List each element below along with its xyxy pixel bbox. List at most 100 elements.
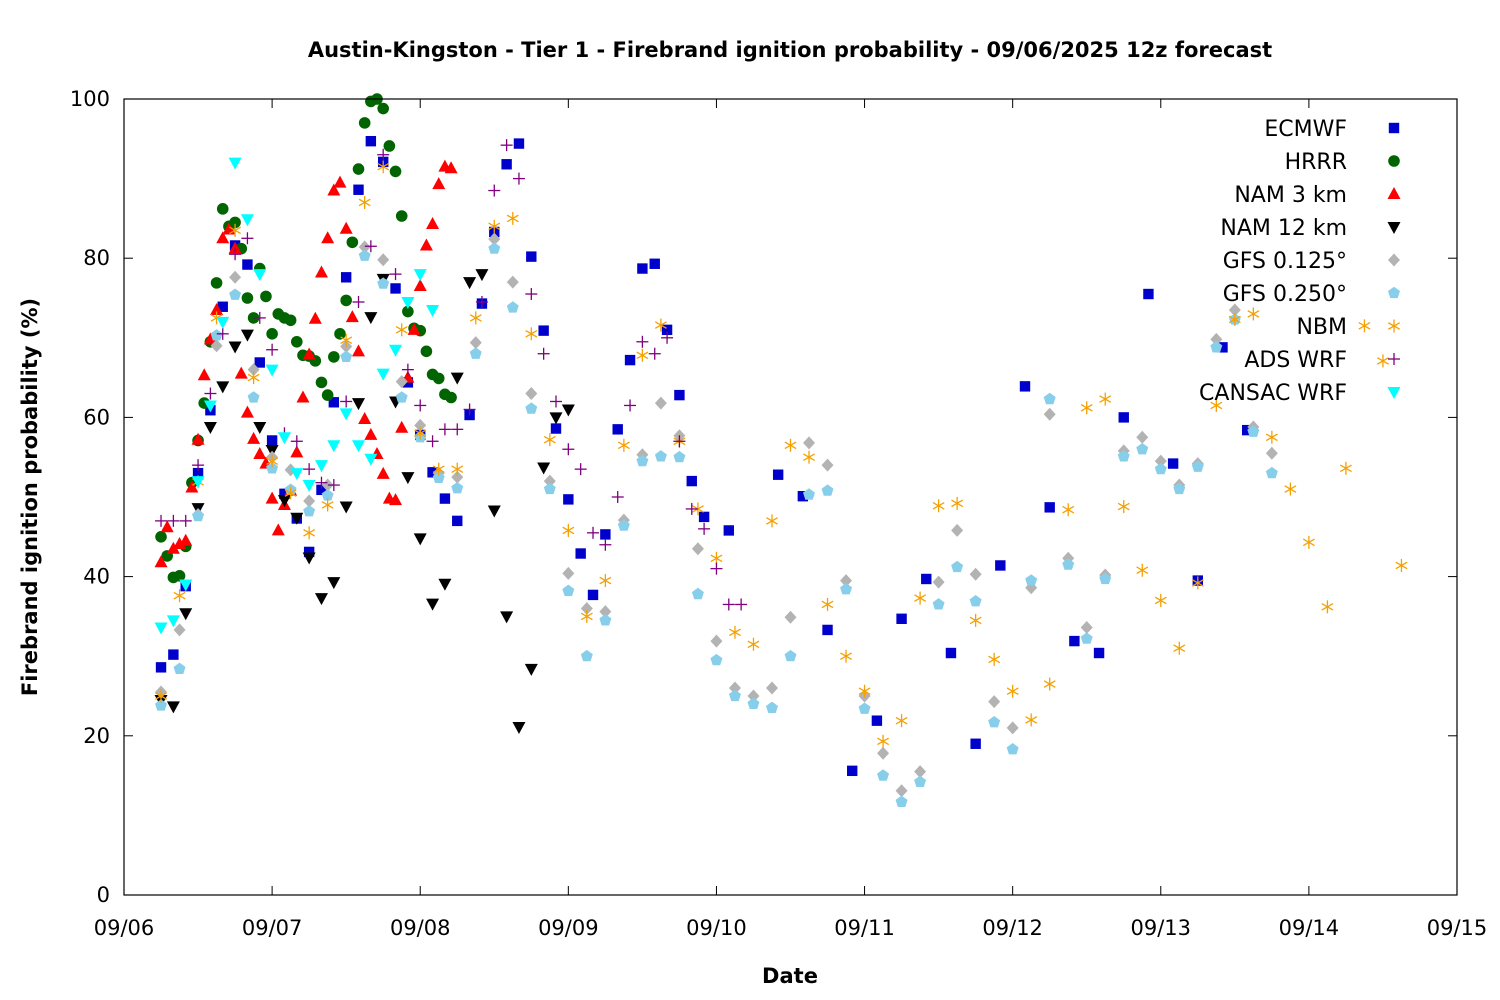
- asterisk-stroke: [321, 501, 334, 509]
- asterisk-stroke: [914, 594, 927, 602]
- y-tick-label: 80: [83, 246, 110, 270]
- data-point-gfs-0-125: [988, 695, 1001, 709]
- legend-marker-cansac-wrf: [1387, 387, 1401, 399]
- data-point-hrrr: [420, 345, 433, 358]
- data-point-nam-3-km: [327, 183, 341, 196]
- data-point-nbm: [469, 311, 482, 325]
- asterisk-stroke: [932, 501, 945, 510]
- data-point-gfs-0-250: [469, 347, 482, 359]
- data-point-gfs-0-250: [192, 509, 205, 522]
- data-point-ecmwf: [797, 491, 809, 502]
- asterisk-stroke: [895, 716, 908, 725]
- data-point-gfs-0-250: [988, 715, 1001, 728]
- data-point-nam-12-km: [549, 412, 563, 425]
- asterisk-stroke: [784, 441, 797, 450]
- data-point-gfs-0-125: [469, 336, 482, 350]
- data-point-hrrr: [210, 277, 223, 289]
- asterisk-stroke: [766, 517, 778, 525]
- x-tick-label: 09/08: [390, 916, 451, 940]
- data-point-ads-wrf: [673, 435, 686, 448]
- data-point-ecmwf: [427, 467, 438, 478]
- data-point-nam-3-km: [389, 493, 403, 506]
- data-point-gfs-0-125: [1136, 430, 1149, 444]
- data-point-ecmwf: [353, 184, 364, 195]
- data-point-ads-wrf: [241, 232, 254, 245]
- data-point-hrrr: [321, 389, 334, 401]
- data-point-ecmwf: [575, 548, 586, 559]
- data-point-hrrr: [432, 372, 445, 385]
- data-point-ads-wrf: [574, 463, 587, 476]
- data-point-ads-wrf: [204, 387, 217, 400]
- data-point-ecmwf: [513, 138, 525, 149]
- asterisk-stroke: [1302, 538, 1315, 547]
- data-point-ecmwf: [155, 662, 167, 673]
- data-point-ecmwf: [637, 263, 648, 274]
- data-point-nbm: [1173, 641, 1186, 655]
- data-point-gfs-0-125: [599, 605, 612, 619]
- data-point-nam-3-km: [160, 520, 174, 533]
- data-point-hrrr: [247, 312, 260, 324]
- data-point-gfs-0-250: [432, 471, 445, 483]
- data-point-hrrr: [173, 570, 186, 582]
- data-point-gfs-0-250: [636, 454, 649, 467]
- data-point-nam-12-km: [166, 701, 180, 714]
- data-point-ecmwf: [242, 259, 253, 270]
- data-point-hrrr: [290, 335, 303, 348]
- data-point-gfs-0-250: [377, 277, 390, 289]
- data-point-cansac-wrf: [179, 579, 193, 592]
- data-point-ads-wrf: [488, 184, 501, 197]
- data-point-gfs-0-250: [358, 249, 371, 261]
- data-point-ads-wrf: [698, 522, 711, 535]
- data-point-ecmwf: [550, 423, 562, 434]
- data-point-hrrr: [340, 294, 352, 307]
- data-point-nbm: [1191, 576, 1204, 590]
- legend-marker-gfs-0-250: [1388, 286, 1400, 299]
- data-point-ecmwf: [266, 435, 278, 446]
- data-point-nam-12-km: [561, 404, 575, 417]
- data-point-nbm: [969, 613, 982, 627]
- asterisk-stroke: [691, 505, 704, 513]
- series-ads-wrf: [155, 139, 748, 611]
- data-point-ads-wrf: [179, 514, 192, 527]
- data-point-gfs-0-250: [617, 519, 630, 531]
- data-point-ads-wrf: [327, 479, 340, 492]
- data-point-gfs-0-250: [580, 649, 593, 662]
- data-point-nam-3-km: [308, 311, 322, 324]
- data-point-nam-12-km: [228, 341, 242, 354]
- asterisk-stroke: [840, 652, 852, 661]
- data-point-ecmwf: [328, 397, 340, 408]
- legend-marker-hrrr: [1388, 155, 1400, 167]
- data-point-nam-12-km: [290, 512, 304, 525]
- data-point-ecmwf: [538, 325, 549, 336]
- data-point-ads-wrf: [587, 526, 600, 539]
- asterisk-stroke: [173, 591, 186, 600]
- data-point-gfs-0-250: [173, 662, 186, 675]
- asterisk-stroke: [710, 554, 723, 563]
- data-point-nam-12-km: [475, 269, 489, 282]
- data-point-gfs-0-125: [173, 623, 186, 637]
- data-point-gfs-0-250: [340, 350, 353, 362]
- data-point-ads-wrf: [463, 403, 476, 416]
- data-point-nam-3-km: [173, 536, 187, 549]
- data-point-nam-3-km: [240, 405, 254, 418]
- asterisk-stroke: [1062, 505, 1075, 514]
- data-point-gfs-0-250: [932, 598, 945, 610]
- asterisk-stroke: [599, 576, 612, 585]
- data-point-hrrr: [315, 376, 328, 389]
- chart-title: Austin-Kingston - Tier 1 - Firebrand ign…: [308, 38, 1272, 62]
- data-point-gfs-0-125: [580, 601, 593, 615]
- data-point-nam-3-km: [321, 231, 335, 244]
- data-point-cansac-wrf: [277, 432, 291, 445]
- data-point-hrrr: [346, 236, 359, 249]
- data-point-nbm: [840, 649, 852, 663]
- data-point-ecmwf: [563, 494, 574, 505]
- data-point-ecmwf: [896, 613, 907, 624]
- data-point-nbm: [895, 714, 908, 728]
- data-point-nbm: [303, 526, 316, 540]
- data-point-nam-12-km: [352, 398, 366, 411]
- data-point-cansac-wrf: [290, 468, 304, 481]
- data-point-ads-wrf: [636, 335, 649, 348]
- asterisk-stroke: [654, 321, 667, 329]
- data-point-gfs-0-125: [840, 574, 853, 588]
- data-point-ads-wrf: [229, 248, 242, 261]
